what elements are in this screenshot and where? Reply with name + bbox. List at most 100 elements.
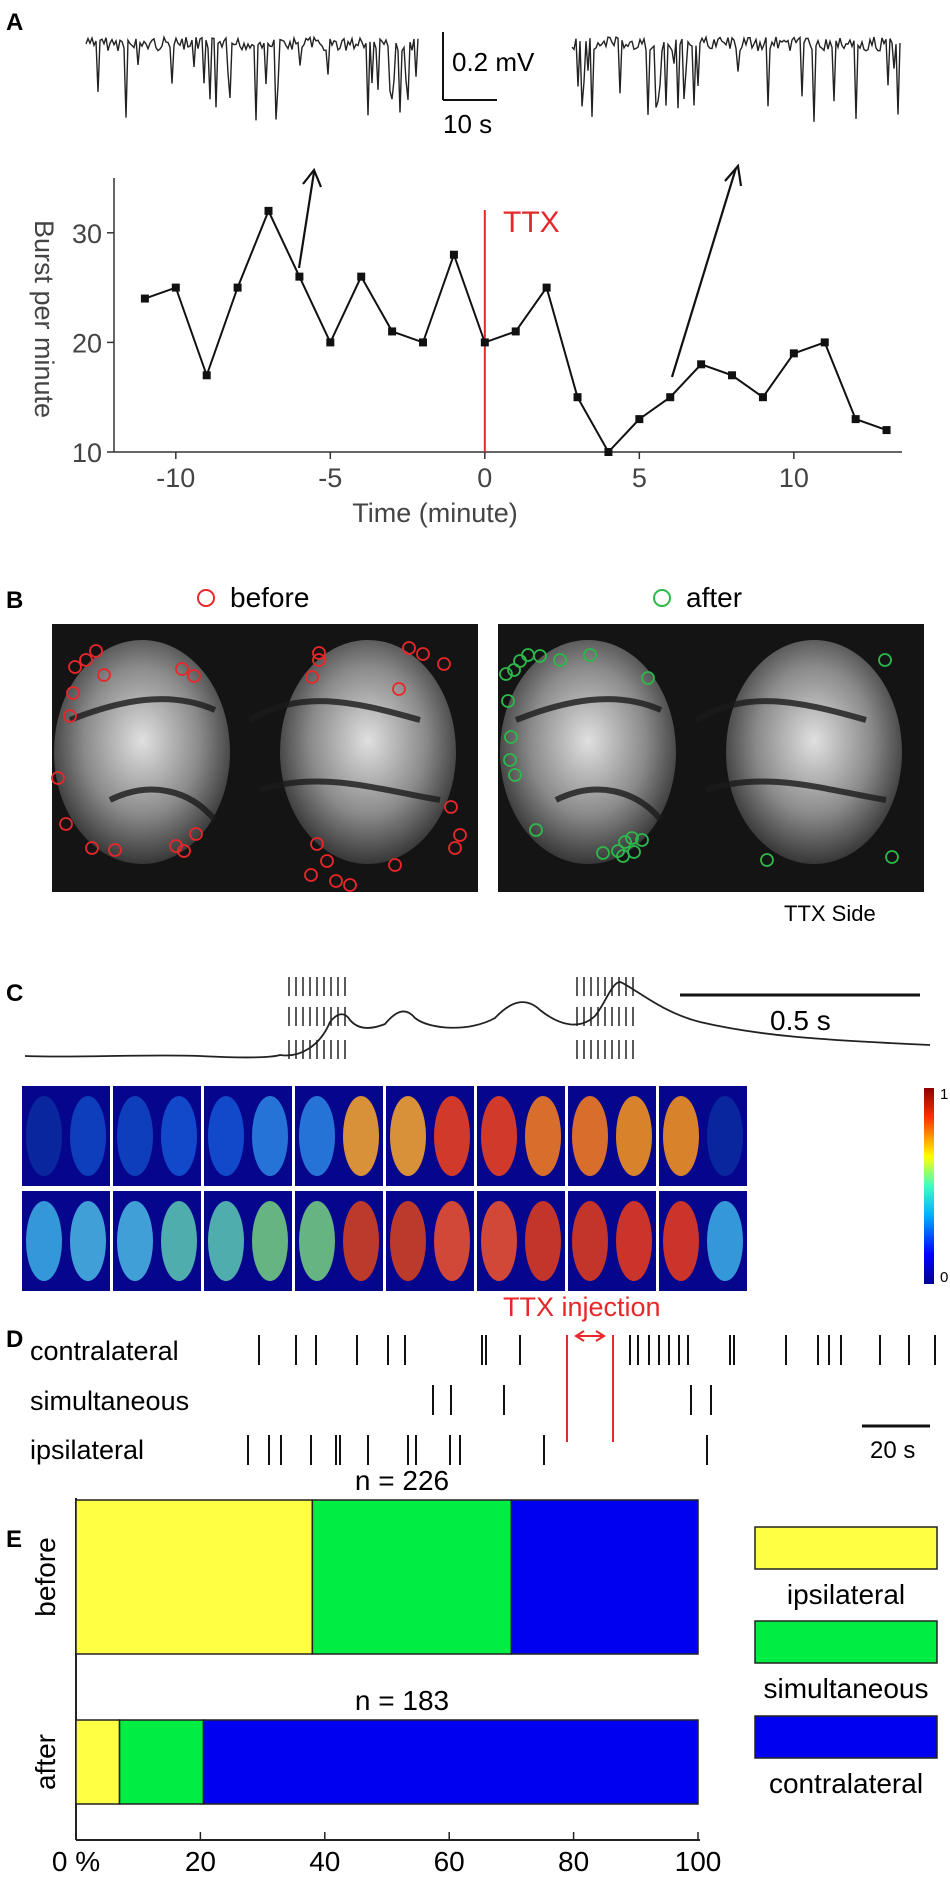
y-tick-label: 30 [72,219,102,249]
roi-marker [51,771,65,785]
roi-marker [885,850,899,864]
data-point [419,338,428,347]
bar-segment-ipsilateral [75,1499,314,1655]
data-point [697,360,706,369]
roi-marker [59,817,73,831]
scale-voltage-label: 0.2 mV [452,47,535,77]
ttx-label: TTX [503,206,560,239]
frame-hemisphere [208,1096,244,1176]
roi-marker [453,828,467,842]
roi-marker [501,694,515,708]
roi-marker [304,868,318,882]
roi-marker [760,853,774,867]
roi-marker [402,641,416,655]
frame-hemisphere [525,1096,561,1176]
data-point [264,206,273,215]
roi-marker [388,858,402,872]
x-tick-label: 0 [477,463,492,493]
legend-label-contralateral: contralateral [769,1768,923,1799]
trace-before [85,35,419,121]
roi-marker [85,841,99,855]
roi-marker [596,846,610,860]
roi-marker [618,835,632,849]
brain-image-before [51,624,478,892]
arrowhead-after [724,163,743,187]
data-point [882,426,891,435]
panel-label-d: D [6,1326,23,1353]
legend-after: after [653,582,742,613]
frame-hemisphere [117,1201,153,1281]
roi-marker [305,670,319,684]
frame-hemisphere [299,1096,335,1176]
roi-marker [63,709,77,723]
bar-segment-simultaneous [118,1719,205,1805]
category-label: after [30,1734,61,1790]
roi-marker [68,660,82,674]
frame-hemisphere [616,1096,652,1176]
roi-marker [529,823,543,837]
roi-marker [66,686,80,700]
roi-marker [312,646,326,660]
frame-hemisphere [434,1096,470,1176]
data-point [480,338,489,347]
x-tick-label: -10 [156,463,195,493]
roi-marker [583,648,597,662]
frame-hemisphere [26,1096,62,1176]
frame-hemisphere [481,1201,517,1281]
frame-hemisphere [161,1096,197,1176]
x-tick-label: 5 [632,463,647,493]
roi-marker [641,671,655,685]
frame-hemisphere [390,1201,426,1281]
x-tick-label: 10 [779,463,809,493]
colorbar-max: 1 [940,1086,948,1103]
scale-bar-d: 20 s [862,1424,930,1464]
scale-bar-c: 0.5 s [680,993,920,1036]
frame-hemisphere [481,1096,517,1176]
legend-swatch-ipsilateral [754,1526,938,1570]
roi-marker [108,843,122,857]
frame-hemisphere [26,1201,62,1281]
category-label: before [30,1537,61,1616]
data-point [604,448,613,456]
chart-a-ylabel: Burst per minute [29,220,59,418]
x-tick-label: 0 % [52,1846,100,1875]
frame-hemisphere [343,1201,379,1281]
frame-hemisphere [252,1096,288,1176]
row-label-simultaneous: simultaneous [30,1386,189,1416]
x-tick-label: 40 [309,1846,340,1875]
n-annotation: n = 183 [355,1685,449,1716]
roi-marker [533,649,547,663]
frame-hemisphere [707,1096,743,1176]
brain-image-after [498,624,924,892]
event-raster [247,1335,936,1465]
frame-hemisphere [663,1096,699,1176]
data-point [573,393,582,402]
data-point [789,349,798,358]
arrow-after [670,167,738,378]
roi-marker [187,669,201,683]
legend-swatch-contralateral [754,1715,938,1759]
frame-hemisphere [70,1096,106,1176]
chart-a-xlabel: Time (minute) [352,498,518,528]
roi-marker [611,844,625,858]
data-point [202,371,211,380]
legend-after-label: after [686,582,742,613]
data-point [635,415,644,424]
roi-marker [616,849,630,863]
data-point [233,283,242,292]
roi-marker [504,730,518,744]
panel-label-b: B [6,587,23,614]
roi-marker [625,831,639,845]
roi-marker [343,878,357,892]
scale-d-label: 20 s [870,1437,915,1464]
roi-marker [508,768,522,782]
frame-hemisphere [208,1201,244,1281]
legend-after-marker [653,589,671,607]
roi-marker [392,682,406,696]
legend-label-ipsilateral: ipsilateral [787,1579,905,1610]
roi-marker [444,800,458,814]
legend-before-marker [197,589,215,607]
frame-hemisphere [343,1096,379,1176]
scale-bar-a: 0.2 mV 10 s [442,32,535,139]
